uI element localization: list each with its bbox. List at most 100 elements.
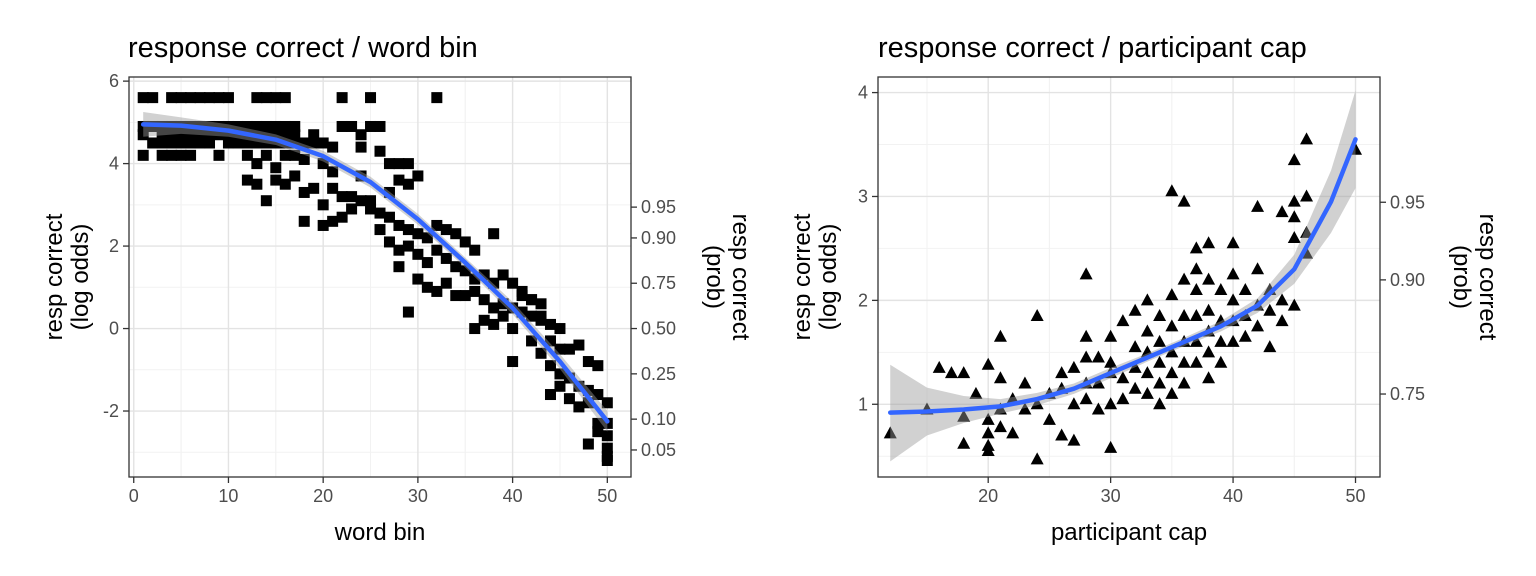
- data-point: [1275, 205, 1289, 218]
- data-point: [1287, 231, 1301, 244]
- data-point: [1165, 319, 1179, 332]
- data-point: [383, 186, 395, 198]
- data-point: [421, 232, 433, 244]
- y-tick-label-right: 0.10: [641, 409, 676, 429]
- data-point: [981, 357, 995, 370]
- data-point: [1251, 199, 1265, 212]
- data-point: [251, 120, 263, 132]
- data-point: [1030, 308, 1044, 321]
- axes: 0 10 20 30 40 50 -2 0 2 4 6 0.05 0.10 0.25 0.50 0.75 0.9…: [103, 71, 676, 506]
- data-point: [365, 195, 377, 207]
- data-point: [1104, 440, 1118, 453]
- chart-response-by-word-bin: response correct / word bin word bin res…: [41, 32, 754, 546]
- data-point: [450, 261, 462, 273]
- data-point: [526, 310, 538, 322]
- y-tick-label-left: 2: [109, 236, 119, 256]
- data-point: [204, 137, 216, 149]
- data-point: [421, 257, 433, 269]
- data-point: [478, 294, 490, 306]
- data-point: [260, 195, 272, 207]
- plot-area: [877, 76, 1381, 478]
- data-point: [450, 290, 462, 302]
- data-point: [1263, 303, 1277, 316]
- data-point: [1165, 288, 1179, 301]
- data-point: [156, 149, 168, 161]
- data-point: [526, 294, 538, 306]
- data-point: [1128, 381, 1142, 394]
- data-point: [1263, 340, 1277, 353]
- data-point: [1091, 376, 1105, 389]
- data-point: [270, 137, 282, 149]
- data-point: [260, 120, 272, 132]
- data-point: [1091, 350, 1105, 363]
- data-point: [554, 380, 566, 392]
- data-point: [194, 129, 206, 141]
- data-point: [1214, 282, 1228, 295]
- data-point: [582, 356, 594, 368]
- data-point: [185, 92, 197, 104]
- y-tick-label-right: 0.50: [641, 319, 676, 339]
- data-point: [1079, 267, 1093, 280]
- data-point: [241, 174, 253, 186]
- data-point: [279, 178, 291, 190]
- data-point: [279, 120, 291, 132]
- data-point: [544, 335, 556, 347]
- data-point: [535, 298, 547, 310]
- data-point: [383, 158, 395, 170]
- data-point: [554, 343, 566, 355]
- data-point: [440, 224, 452, 236]
- x-tick-label: 0: [129, 486, 139, 506]
- data-point: [1226, 236, 1240, 249]
- data-point: [213, 120, 225, 132]
- data-point: [213, 92, 225, 104]
- data-point: [336, 211, 348, 223]
- data-point: [981, 412, 995, 425]
- y-tick-label-right: 0.25: [641, 364, 676, 384]
- data-point: [1287, 194, 1301, 207]
- data-point: [488, 228, 500, 240]
- data-point: [469, 323, 481, 335]
- data-point: [412, 228, 424, 240]
- data-point: [327, 141, 339, 153]
- x-tick-label: 50: [1345, 486, 1365, 506]
- y-tick-label-left: 3: [858, 186, 868, 206]
- data-point: [450, 228, 462, 240]
- data-point: [308, 129, 320, 141]
- data-point: [488, 302, 500, 314]
- data-point: [957, 436, 971, 449]
- data-point: [1055, 428, 1069, 441]
- data-point: [374, 120, 386, 132]
- data-point: [317, 199, 329, 211]
- grid: [878, 77, 1380, 477]
- y-tick-label-right: 0.75: [1390, 384, 1425, 404]
- data-point: [1177, 272, 1191, 285]
- data-point: [365, 203, 377, 215]
- data-point: [355, 141, 367, 153]
- data-point: [327, 166, 339, 178]
- data-point: [957, 366, 971, 379]
- data-point: [563, 393, 575, 405]
- data-point: [270, 92, 282, 104]
- data-point: [1116, 314, 1130, 327]
- data-point: [365, 92, 377, 104]
- data-point: [317, 219, 329, 231]
- data-point: [1202, 272, 1216, 285]
- data-point: [1165, 184, 1179, 197]
- data-point: [270, 120, 282, 132]
- y-tick-label-left: 0: [109, 319, 119, 339]
- data-point: [1104, 329, 1118, 342]
- data-point: [393, 219, 405, 231]
- data-point: [412, 248, 424, 260]
- data-point: [298, 215, 310, 227]
- data-point: [1177, 376, 1191, 389]
- data-point: [1128, 303, 1142, 316]
- data-point: [147, 92, 159, 104]
- data-point: [289, 120, 301, 132]
- data-point: [402, 306, 414, 318]
- data-point: [573, 401, 585, 413]
- data-point: [308, 137, 320, 149]
- data-point: [222, 120, 234, 132]
- data-point: [1202, 371, 1216, 384]
- data-point: [251, 178, 263, 190]
- y-tick-label-left: 2: [858, 290, 868, 310]
